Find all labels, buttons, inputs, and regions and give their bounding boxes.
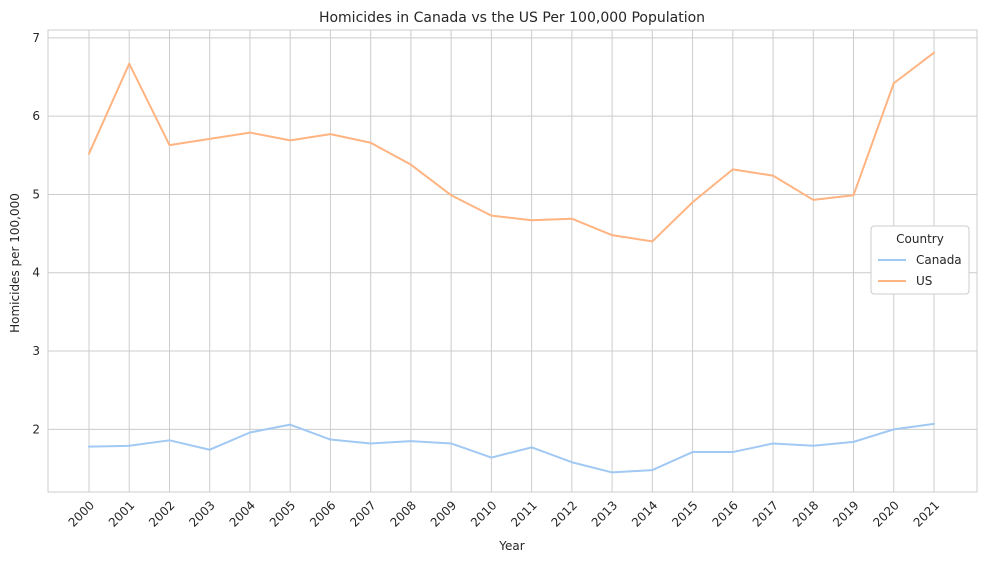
y-tick-labels: 2 3 4 5 6 7 xyxy=(32,31,40,437)
x-tick-label: 2017 xyxy=(750,498,781,529)
x-tick-label: 2008 xyxy=(388,498,419,529)
plot-area xyxy=(47,29,978,493)
chart-title: Homicides in Canada vs the US Per 100,00… xyxy=(319,10,705,26)
series-line-canada xyxy=(88,422,935,474)
x-tick-label: 2013 xyxy=(589,498,620,529)
legend-label-canada: Canada xyxy=(916,253,962,267)
legend-items: Canada US xyxy=(878,253,962,288)
x-tick-label: 2010 xyxy=(468,498,499,529)
x-tick-label: 2002 xyxy=(146,498,177,529)
x-tick-label: 2004 xyxy=(227,498,258,529)
series-line-us xyxy=(88,51,935,243)
x-tick-label: 2019 xyxy=(830,498,861,529)
x-tick-label: 2016 xyxy=(709,498,740,529)
y-tick-label: 7 xyxy=(32,31,40,45)
x-tick-label: 2001 xyxy=(106,498,137,529)
x-tick-label: 2021 xyxy=(911,498,942,529)
y-tick-label: 3 xyxy=(32,344,40,358)
y-gridlines xyxy=(48,37,977,430)
x-tick-label: 2018 xyxy=(790,498,821,529)
x-tick-label: 2005 xyxy=(267,498,298,529)
x-axis-label: Year xyxy=(498,539,524,553)
y-tick-label: 2 xyxy=(32,422,40,436)
legend-title: Country xyxy=(896,232,944,246)
x-gridlines xyxy=(88,30,935,492)
x-tick-label: 2003 xyxy=(186,498,217,529)
x-tick-label: 2014 xyxy=(629,498,660,529)
legend-box xyxy=(870,225,970,295)
x-tick-label: 2011 xyxy=(508,498,539,529)
y-tick-label: 4 xyxy=(32,266,40,280)
x-tick-label: 2009 xyxy=(428,498,459,529)
x-tick-label: 2012 xyxy=(548,498,579,529)
legend: Country Canada US xyxy=(870,225,970,295)
x-tick-label: 2006 xyxy=(307,498,338,529)
x-tick-label: 2015 xyxy=(669,498,700,529)
series-lines xyxy=(88,51,935,474)
x-tick-label: 2007 xyxy=(347,498,378,529)
x-tick-label: 2000 xyxy=(66,498,97,529)
x-tick-labels: 2000 2001 2002 2003 2004 2005 2006 2007 2008 2009… xyxy=(66,498,942,529)
x-tick-label: 2020 xyxy=(870,498,901,529)
y-tick-label: 6 xyxy=(32,109,40,123)
y-axis-label: Homicides per 100,000 xyxy=(8,193,22,333)
y-tick-label: 5 xyxy=(32,187,40,201)
legend-label-us: US xyxy=(916,274,932,288)
